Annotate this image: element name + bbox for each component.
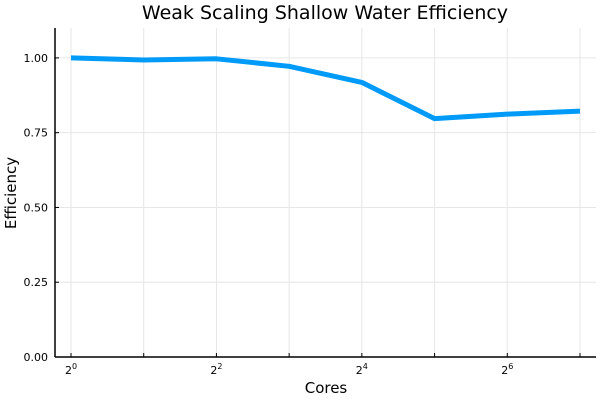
series-layer [70, 55, 581, 122]
x-tick-base: 2 [210, 364, 217, 377]
x-tick-base: 2 [501, 364, 508, 377]
y-tick-label: 0.75 [24, 127, 49, 140]
ticks: 20 22 24 260.000.250.500.751.00 [24, 52, 581, 377]
y-tick-label: 0.25 [24, 276, 49, 289]
x-tick-label: 20 [65, 362, 77, 377]
y-axis-label: Efficiency [2, 157, 20, 229]
x-tick-exponent: 0 [72, 362, 77, 371]
x-tick-label: 24 [356, 362, 368, 377]
x-tick-base: 2 [65, 364, 72, 377]
chart-title: Weak Scaling Shallow Water Efficiency [142, 2, 508, 24]
x-tick-label: 26 [501, 362, 513, 377]
y-tick-label: 0.50 [24, 201, 49, 214]
x-tick-base: 2 [356, 364, 363, 377]
x-tick-label: 22 [210, 362, 222, 377]
axes [54, 28, 596, 358]
x-tick-exponent: 2 [217, 362, 222, 371]
y-tick-label: 1.00 [24, 52, 49, 65]
series-line [70, 55, 581, 122]
x-tick-exponent: 4 [363, 362, 368, 371]
grid [55, 28, 596, 358]
x-tick-exponent: 6 [508, 362, 513, 371]
y-tick-label: 0.00 [24, 351, 49, 364]
x-axis-label: Cores [305, 379, 348, 397]
